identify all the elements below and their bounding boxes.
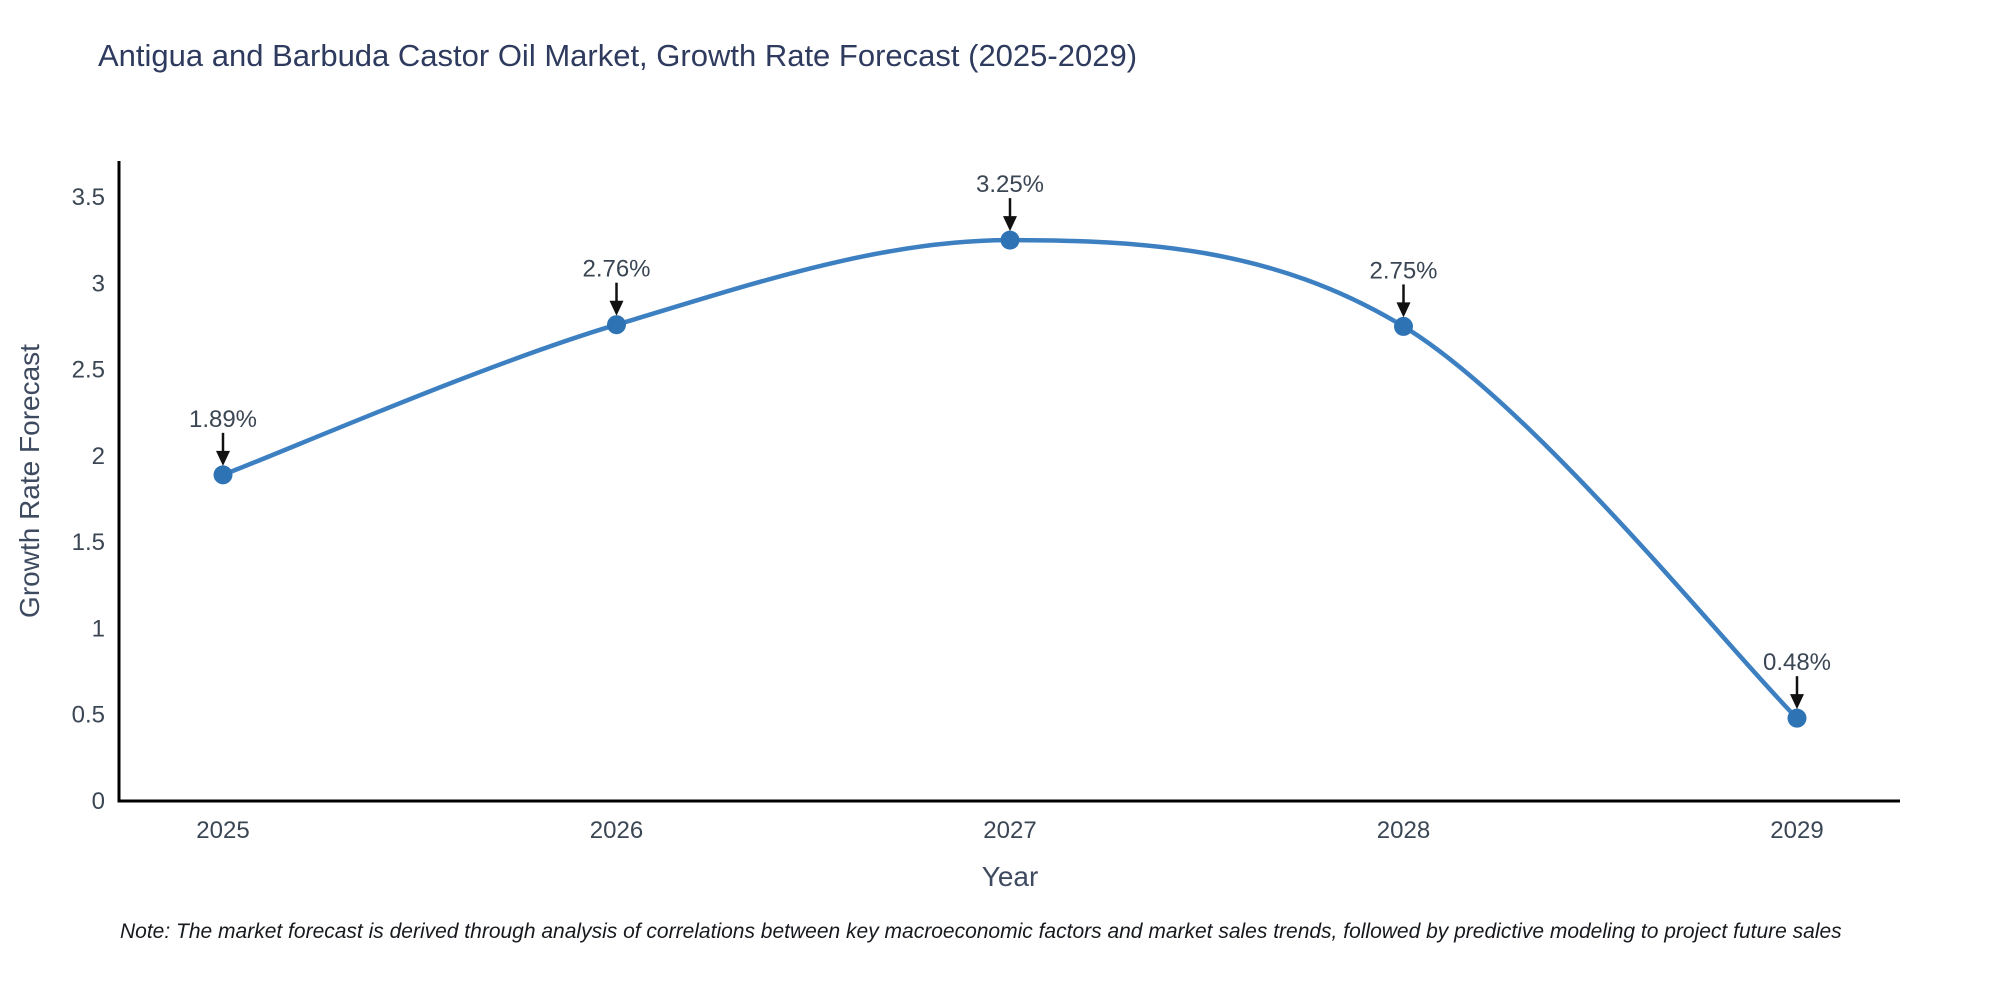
x-tick-label: 2029 (1770, 817, 1823, 844)
y-tick-label: 1 (92, 615, 105, 642)
point-annotation-label: 0.48% (1763, 649, 1831, 676)
annotation-arrowhead-icon (609, 300, 624, 316)
point-annotation-label: 1.89% (189, 406, 257, 433)
x-tick-label: 2028 (1377, 817, 1430, 844)
x-tick-label: 2027 (983, 817, 1036, 844)
y-tick-label: 3 (92, 270, 105, 297)
data-point (1787, 708, 1807, 728)
data-point (607, 315, 626, 335)
point-annotation-label: 3.25% (976, 171, 1044, 198)
x-tick-label: 2026 (590, 817, 643, 844)
x-axis-title: Year (981, 861, 1039, 892)
annotation-arrowhead-icon (216, 450, 230, 466)
annotation-arrowhead-icon (1790, 694, 1804, 710)
y-tick-label: 2 (92, 443, 105, 470)
y-tick-label: 0 (92, 788, 105, 815)
y-tick-label: 3.5 (72, 184, 105, 211)
y-tick-label: 0.5 (72, 702, 105, 729)
x-tick-label: 2025 (196, 817, 249, 844)
data-point (1394, 316, 1413, 336)
annotation-arrowhead-icon (1003, 216, 1017, 232)
footnote: Note: The market forecast is derived thr… (120, 920, 1842, 943)
y-tick-label: 1.5 (72, 529, 105, 556)
annotation-arrowhead-icon (1396, 302, 1411, 318)
point-annotation-label: 2.76% (582, 256, 650, 283)
forecast-line (220, 237, 1800, 721)
data-point (213, 465, 233, 485)
y-tick-label: 2.5 (72, 357, 105, 384)
data-point (1000, 230, 1020, 250)
chart-title: Antigua and Barbuda Castor Oil Market, G… (98, 38, 1138, 73)
point-annotation-label: 2.75% (1369, 257, 1437, 284)
